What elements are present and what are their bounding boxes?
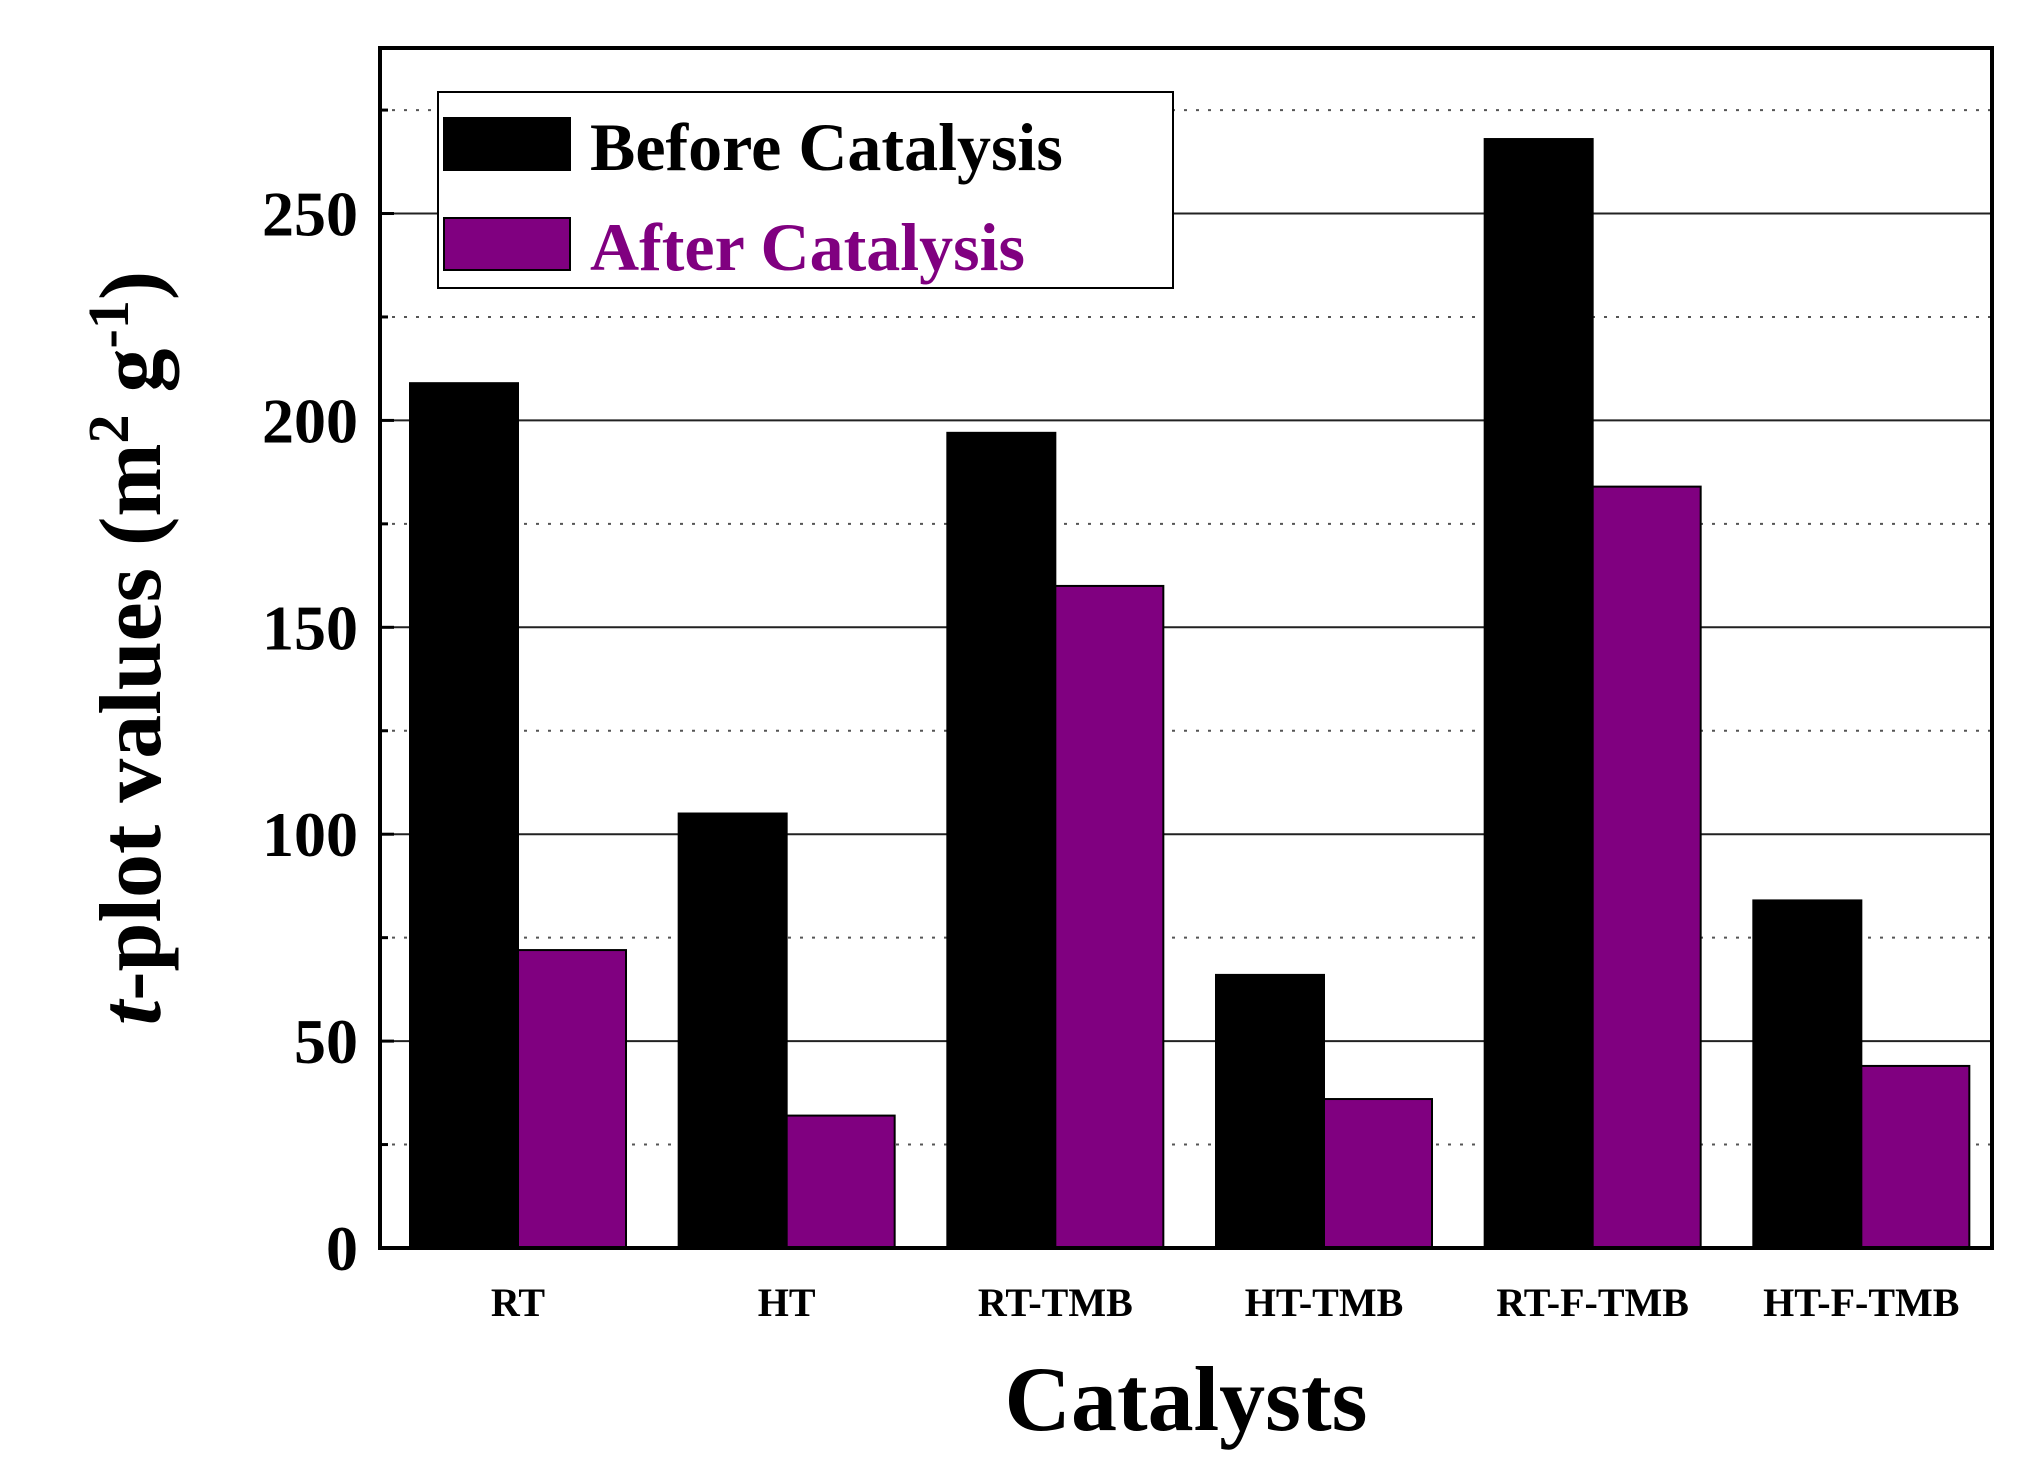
y-axis-title-mid: g xyxy=(83,348,180,414)
y-axis-title: t-plot values (m2 g-1) xyxy=(76,271,180,1025)
x-category-label: RT-F-TMB xyxy=(1496,1280,1689,1325)
y-tick-label: 250 xyxy=(262,179,358,250)
plot-frame xyxy=(378,46,1994,1250)
y-tick-label: 200 xyxy=(262,385,358,456)
bars xyxy=(409,138,1971,1250)
y-axis-title-italic: t xyxy=(83,998,180,1025)
legend-swatch-after xyxy=(443,217,571,271)
y-axis-title-sup1: 2 xyxy=(76,414,141,443)
x-category-label: RT-TMB xyxy=(978,1280,1133,1325)
bar-before-ht-f-tmb xyxy=(1752,899,1863,1250)
bar-after-rt-tmb xyxy=(1054,584,1165,1249)
bar-before-ht xyxy=(677,812,788,1249)
legend-label-before: Before Catalysis xyxy=(590,109,1063,185)
x-axis-category-labels: RT HT RT-TMB HT-TMB RT-F-TMB HT-F-TMB xyxy=(491,1280,1960,1325)
legend: Before Catalysis After Catalysis xyxy=(437,91,1174,289)
y-axis-title-text: -plot values (m xyxy=(83,443,180,1000)
bar-before-rt-f-tmb xyxy=(1483,138,1594,1250)
bar-after-ht-f-tmb xyxy=(1860,1064,1971,1249)
x-category-label: HT-F-TMB xyxy=(1763,1280,1959,1325)
legend-swatch-before xyxy=(443,117,571,171)
bar-before-ht-tmb xyxy=(1215,973,1325,1249)
bar-before-rt xyxy=(409,382,519,1249)
x-axis-title: Catalysts xyxy=(1005,1348,1368,1450)
y-tick-label: 100 xyxy=(262,799,358,870)
y-axis-ticks: 0 50 100 150 200 250 xyxy=(262,108,394,1284)
bar-after-rt xyxy=(517,949,627,1249)
bar-after-rt-f-tmb xyxy=(1591,485,1702,1250)
bar-after-ht xyxy=(785,1114,896,1249)
y-tick-label: 150 xyxy=(262,592,358,663)
y-tick-label: 50 xyxy=(294,1006,358,1077)
bar-after-ht-tmb xyxy=(1323,1098,1433,1249)
x-category-label: RT xyxy=(491,1280,545,1325)
bar-before-rt-tmb xyxy=(946,431,1057,1249)
y-axis-title-sup2: -1 xyxy=(76,300,141,348)
y-axis-title-end: ) xyxy=(83,271,180,300)
x-category-label: HT xyxy=(758,1280,816,1325)
y-tick-label: 0 xyxy=(326,1213,358,1284)
legend-label-after: After Catalysis xyxy=(590,209,1025,285)
x-category-label: HT-TMB xyxy=(1245,1280,1404,1325)
